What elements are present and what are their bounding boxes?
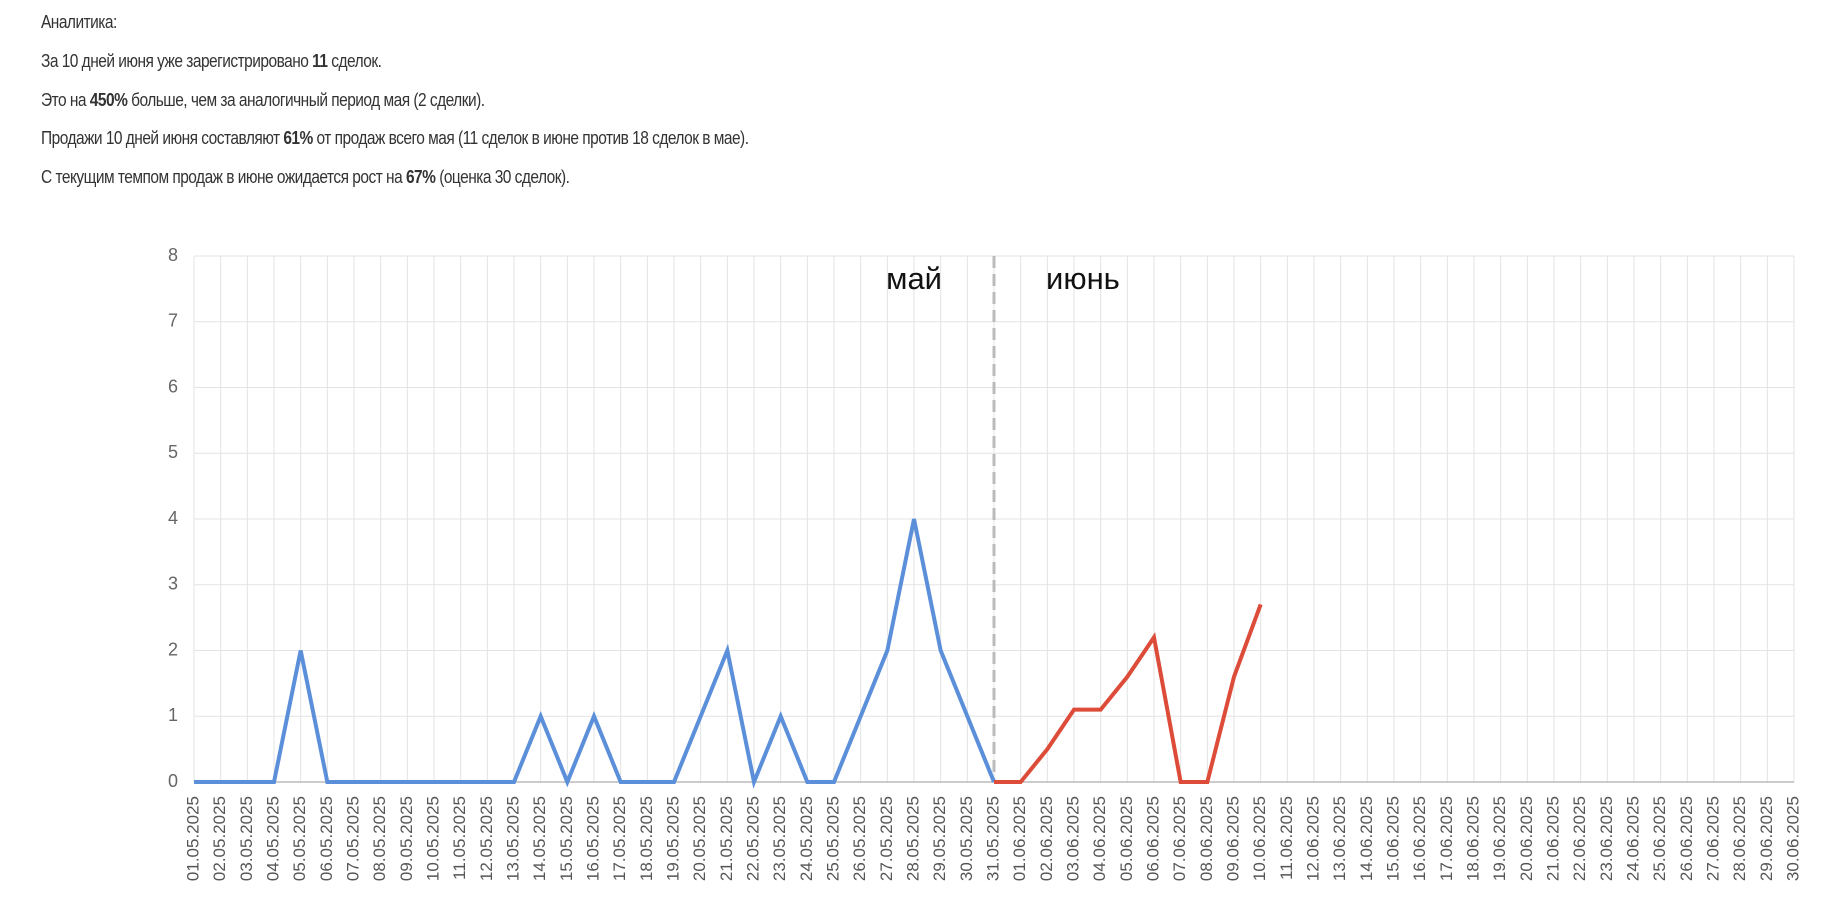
x-tick-label: 21.05.2025 xyxy=(717,796,736,881)
highlight: 61% xyxy=(283,128,313,149)
x-tick-label: 17.06.2025 xyxy=(1437,796,1456,881)
x-tick-label: 20.06.2025 xyxy=(1517,796,1536,881)
analytics-line: Продажи 10 дней июня составляют 61% от п… xyxy=(41,124,749,163)
x-tick-label: 05.05.2025 xyxy=(290,796,309,881)
y-tick-label: 5 xyxy=(168,442,178,462)
x-tick-label: 06.06.2025 xyxy=(1143,796,1162,881)
x-tick-label: 21.06.2025 xyxy=(1543,796,1562,881)
series-line xyxy=(994,603,1263,784)
y-tick-label: 0 xyxy=(168,771,178,791)
highlight: 450% xyxy=(89,89,128,110)
y-tick-label: 7 xyxy=(168,311,178,331)
y-tick-label: 1 xyxy=(168,705,178,725)
x-tick-label: 03.05.2025 xyxy=(237,796,256,881)
x-tick-label: 03.06.2025 xyxy=(1063,796,1082,881)
x-tick-label: 15.05.2025 xyxy=(557,796,576,881)
x-tick-label: 09.06.2025 xyxy=(1223,796,1242,881)
x-tick-label: 25.05.2025 xyxy=(823,796,842,881)
x-tick-label: 04.05.2025 xyxy=(263,796,282,881)
x-tick-label: 22.06.2025 xyxy=(1570,796,1589,881)
x-tick-label: 29.05.2025 xyxy=(930,796,949,881)
x-tick-label: 08.06.2025 xyxy=(1197,796,1216,881)
x-tick-label: 02.05.2025 xyxy=(210,796,229,881)
x-tick-label: 18.05.2025 xyxy=(637,796,656,881)
x-tick-label: 28.06.2025 xyxy=(1730,796,1749,881)
x-tick-label: 15.06.2025 xyxy=(1383,796,1402,881)
x-tick-label: 10.05.2025 xyxy=(423,796,442,881)
x-tick-label: 30.05.2025 xyxy=(957,796,976,881)
x-tick-label: 09.05.2025 xyxy=(397,796,416,881)
text: от продаж всего мая (11 сделок в июне пр… xyxy=(312,128,749,149)
y-tick-label: 2 xyxy=(168,639,178,659)
x-tick-label: 13.06.2025 xyxy=(1330,796,1349,881)
x-tick-label: 13.05.2025 xyxy=(503,796,522,881)
x-tick-label: 25.06.2025 xyxy=(1650,796,1669,881)
x-tick-label: 07.06.2025 xyxy=(1170,796,1189,881)
x-tick-label: 16.06.2025 xyxy=(1410,796,1429,881)
x-tick-label: 23.05.2025 xyxy=(770,796,789,881)
text: больше, чем за аналогичный период мая (2… xyxy=(127,89,485,110)
x-tick-label: 18.06.2025 xyxy=(1463,796,1482,881)
x-tick-label: 24.05.2025 xyxy=(797,796,816,881)
annotation: май xyxy=(886,261,942,296)
x-tick-label: 12.06.2025 xyxy=(1303,796,1322,881)
x-tick-label: 28.05.2025 xyxy=(903,796,922,881)
x-tick-label: 08.05.2025 xyxy=(370,796,389,881)
x-tick-label: 11.05.2025 xyxy=(450,796,469,880)
analytics-line: Это на 450% больше, чем за аналогичный п… xyxy=(41,86,748,125)
x-tick-label: 26.06.2025 xyxy=(1677,796,1696,881)
x-tick-label: 07.05.2025 xyxy=(343,796,362,881)
x-tick-label: 14.06.2025 xyxy=(1357,796,1376,881)
series-line xyxy=(194,518,996,789)
analytics-line: С текущим темпом продаж в июне ожидается… xyxy=(41,163,748,202)
x-tick-label: 29.06.2025 xyxy=(1757,796,1776,881)
analytics: Аналитика: За 10 дней июня уже зарегистр… xyxy=(41,8,749,202)
x-tick-label: 02.06.2025 xyxy=(1037,796,1056,881)
text: Это на xyxy=(41,89,90,110)
x-tick-label: 23.06.2025 xyxy=(1597,796,1616,881)
x-tick-label: 11.06.2025 xyxy=(1277,796,1296,880)
highlight: 67% xyxy=(405,167,436,188)
x-tick-label: 20.05.2025 xyxy=(690,796,709,881)
x-tick-label: 19.05.2025 xyxy=(663,796,682,881)
x-tick-label: 01.06.2025 xyxy=(1010,796,1029,881)
analytics-line: За 10 дней июня уже зарегистрировано 11 … xyxy=(41,47,748,86)
x-tick-label: 10.06.2025 xyxy=(1250,796,1269,881)
x-tick-label: 30.06.2025 xyxy=(1783,796,1802,881)
x-tick-label: 01.05.2025 xyxy=(183,796,202,881)
x-tick-label: 22.05.2025 xyxy=(743,796,762,881)
highlight: 11 xyxy=(312,50,328,71)
y-tick-label: 4 xyxy=(168,508,178,528)
y-tick-label: 8 xyxy=(168,245,178,265)
y-tick-label: 3 xyxy=(168,574,178,594)
x-tick-label: 04.06.2025 xyxy=(1090,796,1109,881)
x-tick-label: 12.05.2025 xyxy=(477,796,496,881)
y-tick-label: 6 xyxy=(168,376,178,396)
x-tick-label: 27.05.2025 xyxy=(877,796,896,881)
text: За 10 дней июня уже зарегистрировано xyxy=(41,50,313,71)
x-tick-label: 14.05.2025 xyxy=(530,796,549,881)
annotation: июнь xyxy=(1046,261,1120,296)
x-tick-label: 31.05.2025 xyxy=(983,796,1002,881)
x-tick-label: 24.06.2025 xyxy=(1623,796,1642,881)
text: С текущим темпом продаж в июне ожидается… xyxy=(41,167,406,188)
x-tick-label: 19.06.2025 xyxy=(1490,796,1509,881)
x-tick-label: 27.06.2025 xyxy=(1703,796,1722,881)
x-tick-label: 06.05.2025 xyxy=(317,796,336,881)
x-tick-label: 26.05.2025 xyxy=(850,796,869,881)
x-tick-label: 17.05.2025 xyxy=(610,796,629,881)
text: (оценка 30 сделок). xyxy=(435,167,570,188)
analytics-heading: Аналитика: xyxy=(41,12,117,32)
text: сделок. xyxy=(327,50,382,71)
x-tick-label: 16.05.2025 xyxy=(583,796,602,881)
x-tick-label: 05.06.2025 xyxy=(1117,796,1136,881)
text: Продажи 10 дней июня составляют xyxy=(41,128,284,149)
